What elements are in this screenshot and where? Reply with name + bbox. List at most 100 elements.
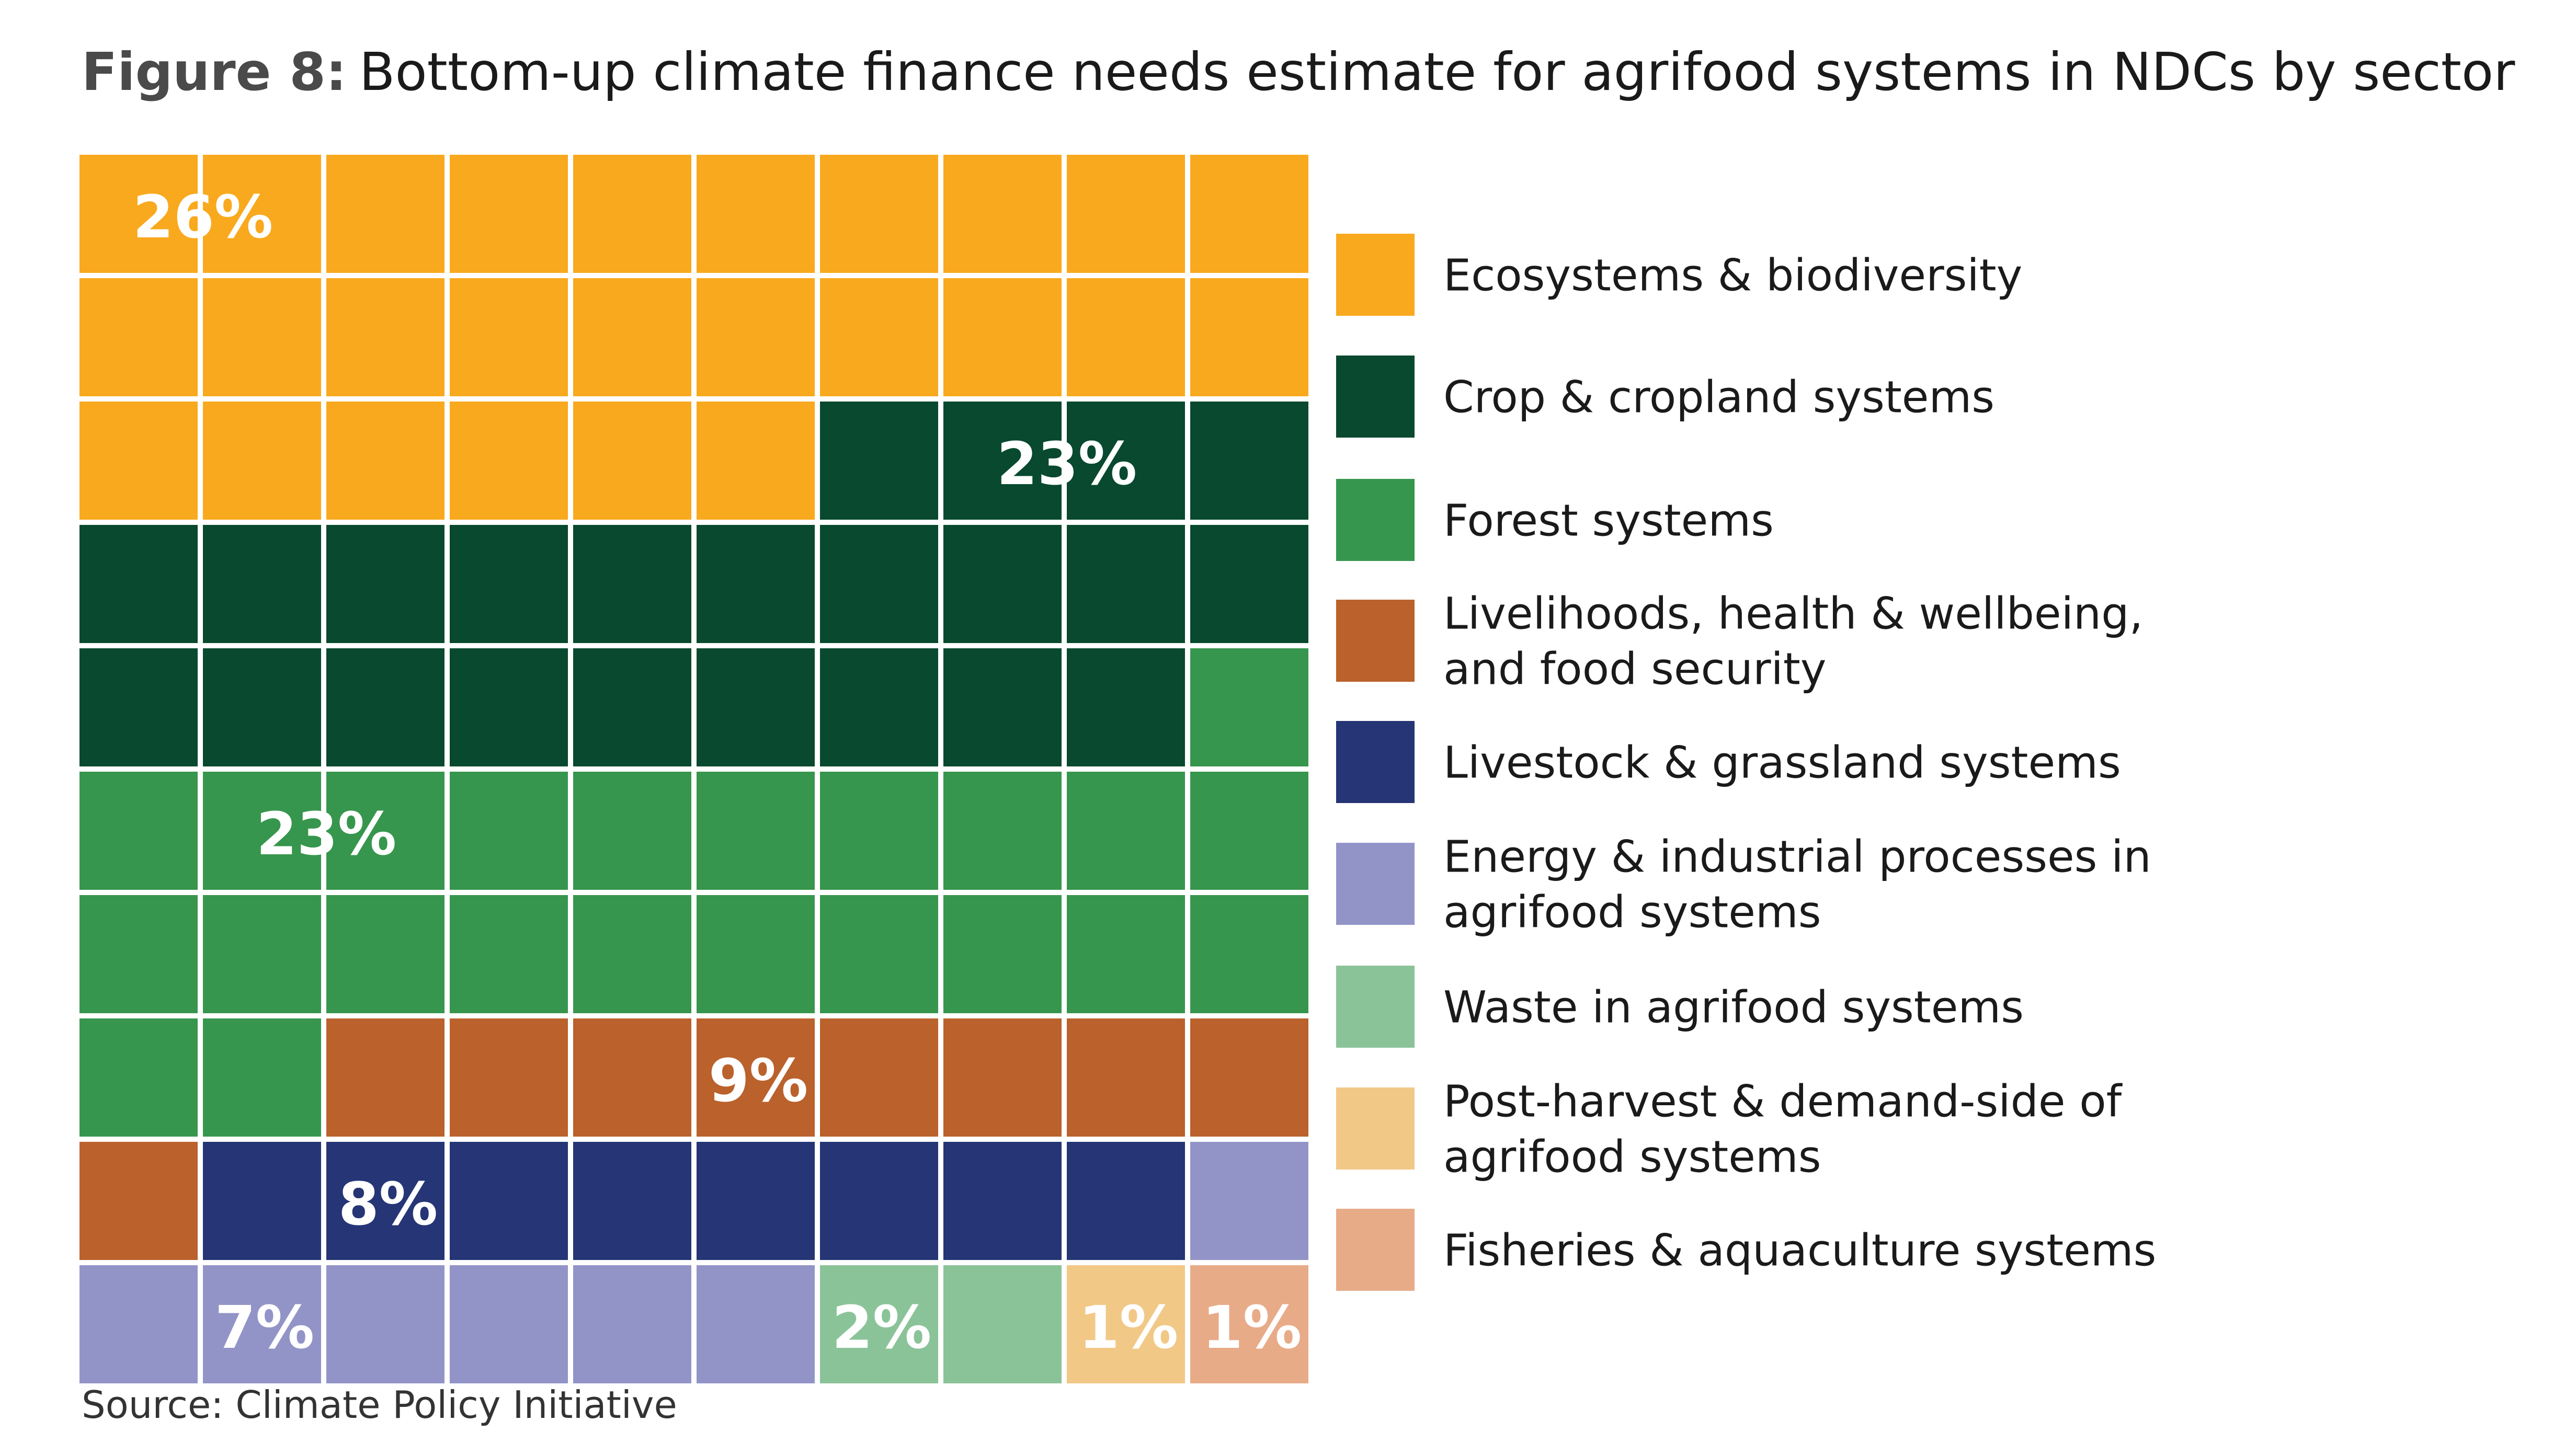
waffle-cell-livestock-and-grassland-systems	[450, 1142, 568, 1260]
waffle-cell-forest-systems	[450, 772, 568, 890]
waffle-cell-ecosystems-and-biodiversity	[573, 155, 691, 273]
waffle-cell-ecosystems-and-biodiversity	[697, 402, 815, 520]
waffle-cell-energy-and-industrial-processes-in-agrifood-systems	[326, 1265, 444, 1383]
waffle-cell-forest-systems	[1190, 648, 1308, 766]
legend-swatch-livestock-and-grassland-systems	[1336, 721, 1415, 803]
legend-swatch-post-harvest-and-demand-side-of-agrifood-systems	[1336, 1087, 1415, 1170]
waffle-cell-waste-in-agrifood-systems	[820, 1265, 938, 1383]
waffle-cell-ecosystems-and-biodiversity	[326, 278, 444, 396]
value-label-livelihoods-health-and-wellbeing-and-food-security: 9%	[709, 1047, 808, 1115]
waffle-cell-crop-and-cropland-systems	[943, 648, 1062, 766]
legend-label-ecosystems-and-biodiversity: Ecosystems & biodiversity	[1443, 250, 2022, 301]
waffle-cell-forest-systems	[820, 895, 938, 1013]
waffle-cell-livestock-and-grassland-systems	[943, 1142, 1062, 1260]
waffle-cell-livelihoods-health-and-wellbeing-and-food-security	[697, 1018, 815, 1137]
waffle-grid	[79, 155, 1308, 1383]
waffle-cell-crop-and-cropland-systems	[697, 525, 815, 643]
legend-label-livelihoods-health-and-wellbeing-and-food-security: Livelihoods, health & wellbeing,	[1443, 588, 2143, 639]
waffle-cell-ecosystems-and-biodiversity	[573, 402, 691, 520]
value-labels: 26% 23% 23% 9% 8% 7% 2% 1% 1%	[133, 184, 1302, 1362]
waffle-cell-livestock-and-grassland-systems	[326, 1142, 444, 1260]
waffle-cell-crop-and-cropland-systems	[820, 402, 938, 520]
waffle-cell-crop-and-cropland-systems	[1190, 525, 1308, 643]
waffle-cell-forest-systems	[203, 772, 321, 890]
value-label-crop-and-cropland-systems: 23%	[997, 430, 1137, 498]
legend-label-fisheries-and-aquaculture-systems: Fisheries & aquaculture systems	[1443, 1225, 2156, 1276]
waffle-cell-crop-and-cropland-systems	[820, 648, 938, 766]
waffle-cell-ecosystems-and-biodiversity	[203, 278, 321, 396]
waffle-cell-crop-and-cropland-systems	[1067, 525, 1185, 643]
waffle-cell-forest-systems	[79, 772, 198, 890]
waffle-cell-forest-systems	[943, 772, 1062, 890]
waffle-cell-livestock-and-grassland-systems	[1067, 1142, 1185, 1260]
legend-label-post-harvest-and-demand-side-of-agrifood-systems: agrifood systems	[1443, 1131, 1821, 1183]
waffle-cell-livelihoods-health-and-wellbeing-and-food-security	[1067, 1018, 1185, 1137]
waffle-cell-ecosystems-and-biodiversity	[203, 402, 321, 520]
waffle-cell-livelihoods-health-and-wellbeing-and-food-security	[450, 1018, 568, 1137]
waffle-cell-crop-and-cropland-systems	[573, 525, 691, 643]
waffle-cell-crop-and-cropland-systems	[1067, 402, 1185, 520]
waffle-cell-energy-and-industrial-processes-in-agrifood-systems	[450, 1265, 568, 1383]
waffle-cell-energy-and-industrial-processes-in-agrifood-systems	[79, 1265, 198, 1383]
waffle-cell-livestock-and-grassland-systems	[820, 1142, 938, 1260]
waffle-cell-ecosystems-and-biodiversity	[820, 278, 938, 396]
value-label-ecosystems-and-biodiversity: 26%	[133, 184, 273, 251]
legend-swatch-livelihoods-health-and-wellbeing-and-food-security	[1336, 600, 1415, 682]
waffle-cell-forest-systems	[697, 895, 815, 1013]
waffle-cell-crop-and-cropland-systems	[450, 648, 568, 766]
value-label-forest-systems: 23%	[256, 800, 396, 868]
value-label-waste-in-agrifood-systems: 2%	[832, 1294, 931, 1362]
waffle-cell-fisheries-and-aquaculture-systems	[1190, 1265, 1308, 1383]
legend-label-forest-systems: Forest systems	[1443, 495, 1774, 546]
waffle-cell-crop-and-cropland-systems	[203, 525, 321, 643]
waffle-cell-crop-and-cropland-systems	[573, 648, 691, 766]
legend: Ecosystems & biodiversity Crop & cropland…	[1336, 234, 2156, 1291]
waffle-cell-ecosystems-and-biodiversity	[1190, 278, 1308, 396]
waffle-cell-ecosystems-and-biodiversity	[820, 155, 938, 273]
waffle-cell-ecosystems-and-biodiversity	[943, 278, 1062, 396]
waffle-cell-ecosystems-and-biodiversity	[79, 402, 198, 520]
legend-label-waste-in-agrifood-systems: Waste in agrifood systems	[1443, 982, 2024, 1033]
waffle-cell-ecosystems-and-biodiversity	[697, 155, 815, 273]
waffle-cell-forest-systems	[820, 772, 938, 890]
waffle-cell-waste-in-agrifood-systems	[943, 1265, 1062, 1383]
waffle-cell-livestock-and-grassland-systems	[203, 1142, 321, 1260]
waffle-cell-post-harvest-and-demand-side-of-agrifood-systems	[1067, 1265, 1185, 1383]
waffle-cell-crop-and-cropland-systems	[450, 525, 568, 643]
waffle-cell-crop-and-cropland-systems	[1067, 648, 1185, 766]
legend-swatch-forest-systems	[1336, 479, 1415, 561]
waffle-cell-forest-systems	[1067, 772, 1185, 890]
waffle-cell-forest-systems	[450, 895, 568, 1013]
waffle-cell-energy-and-industrial-processes-in-agrifood-systems	[697, 1265, 815, 1383]
waffle-cell-forest-systems	[1067, 895, 1185, 1013]
waffle-cell-crop-and-cropland-systems	[79, 648, 198, 766]
waffle-cell-crop-and-cropland-systems	[203, 648, 321, 766]
waffle-cell-energy-and-industrial-processes-in-agrifood-systems	[203, 1265, 321, 1383]
legend-label-livelihoods-health-and-wellbeing-and-food-security: and food security	[1443, 644, 1827, 695]
waffle-cell-livelihoods-health-and-wellbeing-and-food-security	[820, 1018, 938, 1137]
waffle-cell-ecosystems-and-biodiversity	[79, 278, 198, 396]
waffle-cell-forest-systems	[573, 772, 691, 890]
waffle-cell-ecosystems-and-biodiversity	[573, 278, 691, 396]
legend-label-livestock-and-grassland-systems: Livestock & grassland systems	[1443, 737, 2121, 788]
waffle-cell-ecosystems-and-biodiversity	[1067, 278, 1185, 396]
legend-label-crop-and-cropland-systems: Crop & cropland systems	[1443, 372, 1994, 423]
waffle-cell-crop-and-cropland-systems	[943, 402, 1062, 520]
legend-label-post-harvest-and-demand-side-of-agrifood-systems: Post-harvest & demand-side of	[1443, 1076, 2123, 1127]
waffle-cell-forest-systems	[326, 895, 444, 1013]
waffle-cell-forest-systems	[79, 1018, 198, 1137]
waffle-cell-ecosystems-and-biodiversity	[450, 155, 568, 273]
waffle-cell-livestock-and-grassland-systems	[697, 1142, 815, 1260]
waffle-cell-ecosystems-and-biodiversity	[450, 278, 568, 396]
waffle-cell-ecosystems-and-biodiversity	[450, 402, 568, 520]
waffle-cell-crop-and-cropland-systems	[1190, 402, 1308, 520]
waffle-cell-forest-systems	[1190, 895, 1308, 1013]
legend-swatch-ecosystems-and-biodiversity	[1336, 234, 1415, 316]
legend-swatch-waste-in-agrifood-systems	[1336, 966, 1415, 1048]
value-label-fisheries-and-aquaculture-systems: 1%	[1202, 1294, 1302, 1362]
waffle-cell-energy-and-industrial-processes-in-agrifood-systems	[573, 1265, 691, 1383]
waffle-cell-livelihoods-health-and-wellbeing-and-food-security	[326, 1018, 444, 1137]
waffle-cell-ecosystems-and-biodiversity	[1190, 155, 1308, 273]
legend-label-energy-and-industrial-processes-in-agrifood-systems: Energy & industrial processes in	[1443, 831, 2151, 883]
